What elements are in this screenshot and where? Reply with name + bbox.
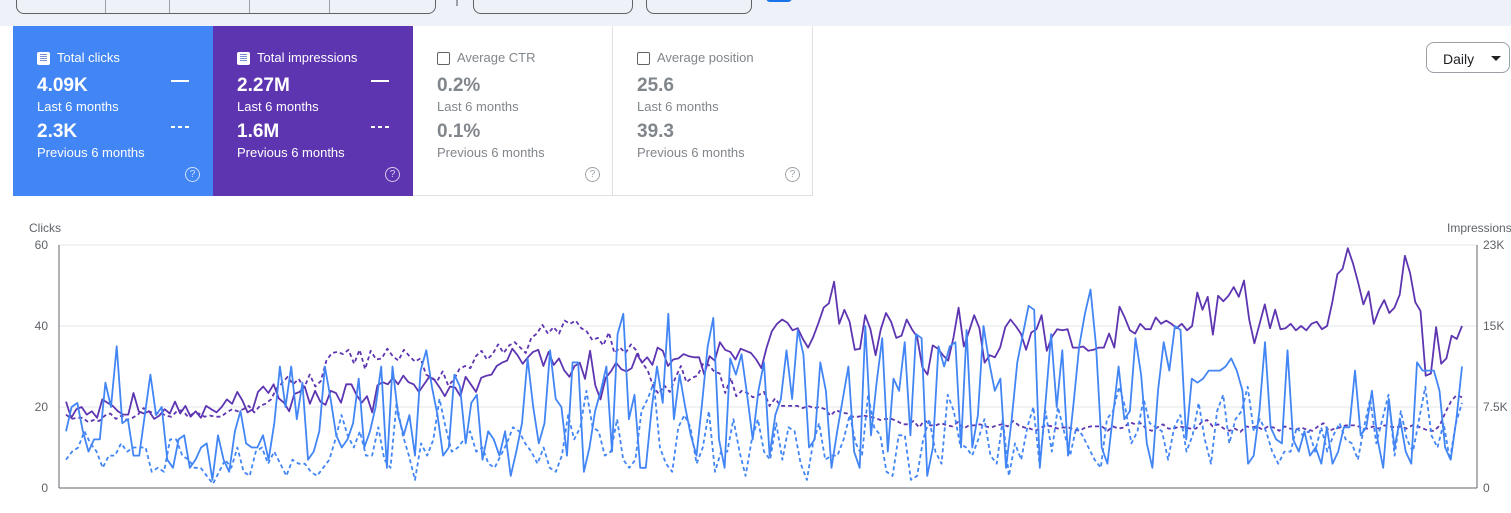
checkbox-unchecked-icon[interactable] bbox=[437, 52, 450, 65]
metric-card-total-clicks[interactable]: Total clicks 4.09K Last 6 months 2.3K Pr… bbox=[13, 26, 213, 196]
metric-current-value: 0.2% bbox=[437, 75, 481, 96]
metric-current-period: Last 6 months bbox=[437, 99, 519, 114]
dashed-line-legend-icon bbox=[171, 126, 189, 128]
series-line-clicks-previous bbox=[65, 381, 1463, 485]
metric-label: Total impressions bbox=[257, 50, 358, 65]
metric-current-value: 4.09K bbox=[37, 75, 88, 96]
series-line-impressions-previous bbox=[65, 319, 1463, 433]
left-axis-tick-label: 40 bbox=[35, 319, 49, 333]
metric-card-average-position[interactable]: Average position 25.6 Last 6 months 39.3… bbox=[613, 26, 813, 196]
help-icon[interactable]: ? bbox=[185, 167, 200, 182]
metric-label: Average CTR bbox=[457, 50, 536, 65]
filter-chip-group[interactable] bbox=[16, 0, 436, 14]
chart-axes: Clicks Impressions 0 0 20 7.5K 40 15K 60 23K bbox=[29, 221, 1511, 495]
metric-previous-value: 2.3K bbox=[37, 121, 78, 142]
filter-add-button[interactable] bbox=[766, 0, 792, 2]
top-toolbar bbox=[0, 0, 1511, 26]
granularity-dropdown[interactable]: Daily bbox=[1426, 42, 1510, 73]
right-axis-tick-label: 0 bbox=[1483, 481, 1490, 495]
chart-series bbox=[65, 247, 1463, 485]
metric-label: Average position bbox=[657, 50, 754, 65]
metric-previous-value: 39.3 bbox=[637, 121, 674, 142]
solid-line-legend-icon bbox=[371, 80, 389, 82]
left-axis-tick-label: 0 bbox=[41, 481, 48, 495]
left-axis-title: Clicks bbox=[29, 221, 61, 235]
filter-chip-new[interactable] bbox=[646, 0, 752, 14]
metric-current-period: Last 6 months bbox=[237, 99, 319, 114]
metric-current-value: 25.6 bbox=[637, 75, 674, 96]
metric-card-total-impressions[interactable]: Total impressions 2.27M Last 6 months 1.… bbox=[213, 26, 413, 196]
metric-previous-value: 1.6M bbox=[237, 121, 280, 142]
left-axis-tick-label: 20 bbox=[35, 400, 49, 414]
series-line-clicks-current bbox=[65, 288, 1463, 481]
dropdown-caret-icon bbox=[1491, 56, 1501, 61]
metric-previous-period: Previous 6 months bbox=[237, 145, 345, 160]
right-axis-tick-label: 23K bbox=[1483, 238, 1504, 252]
solid-line-legend-icon bbox=[171, 80, 189, 82]
metric-previous-period: Previous 6 months bbox=[637, 145, 745, 160]
metric-previous-value: 0.1% bbox=[437, 121, 481, 142]
metric-previous-period: Previous 6 months bbox=[437, 145, 545, 160]
checkbox-unchecked-icon[interactable] bbox=[637, 52, 650, 65]
performance-chart[interactable]: Clicks Impressions 0 0 20 7.5K 40 15K 60 23K bbox=[0, 210, 1511, 513]
help-icon[interactable]: ? bbox=[385, 167, 400, 182]
metric-current-period: Last 6 months bbox=[637, 99, 719, 114]
metric-previous-period: Previous 6 months bbox=[37, 145, 145, 160]
chart-grid bbox=[58, 244, 1478, 489]
toolbar-divider bbox=[456, 0, 458, 6]
help-icon[interactable]: ? bbox=[585, 167, 600, 182]
metric-label: Total clicks bbox=[57, 50, 120, 65]
metric-current-period: Last 6 months bbox=[37, 99, 119, 114]
right-axis-tick-label: 15K bbox=[1483, 319, 1504, 333]
metric-current-value: 2.27M bbox=[237, 75, 290, 96]
dashed-line-legend-icon bbox=[371, 126, 389, 128]
granularity-value: Daily bbox=[1443, 51, 1475, 67]
help-icon[interactable]: ? bbox=[785, 167, 800, 182]
left-axis-tick-label: 60 bbox=[35, 238, 49, 252]
filter-chip-query[interactable] bbox=[473, 0, 633, 14]
metric-card-average-ctr[interactable]: Average CTR 0.2% Last 6 months 0.1% Prev… bbox=[413, 26, 613, 196]
series-line-impressions-current bbox=[65, 247, 1463, 420]
checkbox-checked-icon[interactable] bbox=[37, 52, 50, 65]
right-axis-tick-label: 7.5K bbox=[1483, 400, 1508, 414]
checkbox-checked-icon[interactable] bbox=[237, 52, 250, 65]
right-axis-title: Impressions bbox=[1447, 221, 1511, 235]
